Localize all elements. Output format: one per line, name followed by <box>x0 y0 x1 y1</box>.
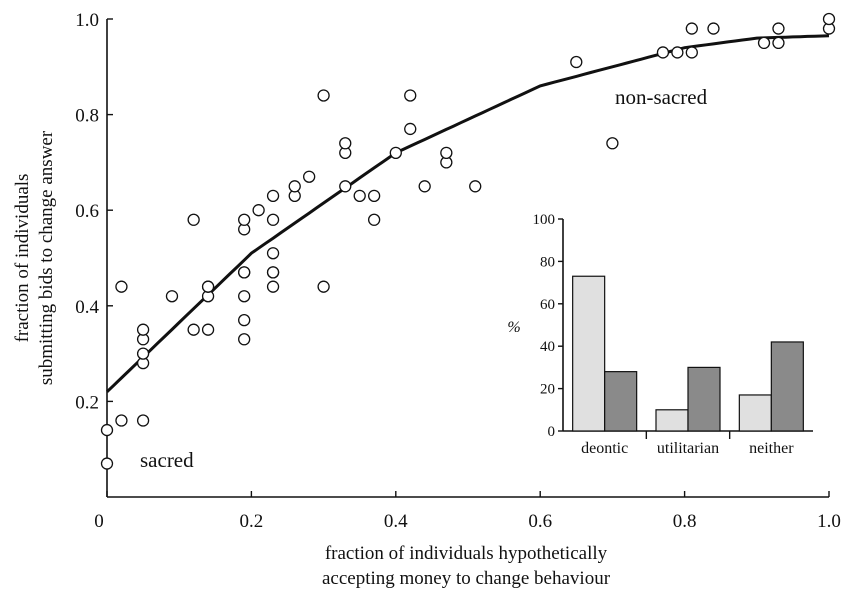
inset-bar-neither-1 <box>738 394 772 432</box>
data-point <box>772 36 785 50</box>
inset-bar-deontic-1 <box>572 275 606 432</box>
data-point <box>367 189 381 203</box>
data-point <box>100 423 114 437</box>
data-point <box>339 137 352 150</box>
data-point <box>353 189 366 203</box>
data-point <box>266 213 280 226</box>
inset-y-axis-label: % <box>507 319 520 336</box>
data-point <box>238 313 251 327</box>
inset-y-tick-label: 0 <box>548 424 556 440</box>
data-point <box>187 213 200 226</box>
y-tick-label: 0.6 <box>75 201 99 222</box>
data-point <box>136 347 150 360</box>
x-tick-label: 0.4 <box>384 511 408 532</box>
inset-category-label: utilitarian <box>657 440 719 457</box>
annotation-sacred: sacred <box>140 448 194 472</box>
annotation-non-sacred: non-sacred <box>615 85 708 109</box>
inset-y-tick-label: 80 <box>540 254 555 270</box>
data-point <box>671 46 684 59</box>
inset-bar-utilitarian-2 <box>687 366 721 432</box>
data-point <box>201 280 215 293</box>
data-point <box>685 46 698 59</box>
data-point <box>685 22 698 35</box>
data-point <box>822 12 836 26</box>
data-point <box>201 323 215 336</box>
inset-y-tick-label: 40 <box>540 339 555 355</box>
data-point <box>252 204 265 217</box>
x-axis-title-line2: accepting money to change behaviour <box>322 568 611 589</box>
x-axis-title-line1: fraction of individuals hypothetically <box>325 543 608 564</box>
x-tick-label: 0 <box>94 511 104 532</box>
data-point <box>115 414 128 427</box>
inset-y-tick-label: 20 <box>540 382 555 398</box>
data-point <box>187 323 200 336</box>
data-point <box>266 247 280 260</box>
data-point <box>136 414 150 427</box>
y-tick-label: 0.2 <box>75 392 99 413</box>
data-point <box>317 280 330 293</box>
scatter-points <box>100 12 836 470</box>
data-point <box>469 180 482 193</box>
data-point <box>440 146 453 159</box>
x-tick-label: 1.0 <box>817 511 841 532</box>
y-tick-label: 0.4 <box>75 297 99 318</box>
data-point <box>656 46 670 59</box>
data-point <box>115 280 128 293</box>
main-axes: 0 0.2 0.4 0.6 0.8 1.0 0.2 0.4 0.6 0.8 1.0 <box>75 10 841 532</box>
inset-category-label: neither <box>749 440 794 457</box>
data-point <box>367 213 381 226</box>
fit-curve-group <box>105 34 830 393</box>
inset-bar-neither-2 <box>770 341 804 432</box>
data-point <box>266 280 280 293</box>
y-axis-title-line2: submitting bids to change answer <box>36 130 57 385</box>
inset-bar-utilitarian-1 <box>655 409 689 432</box>
inset-bar-deontic-2 <box>604 371 638 432</box>
data-point <box>100 457 114 470</box>
data-point <box>404 122 417 136</box>
data-point <box>339 180 352 193</box>
data-point <box>165 290 179 303</box>
inset-category-label: deontic <box>581 440 628 457</box>
data-point <box>707 22 720 35</box>
data-point <box>238 333 251 346</box>
data-point <box>757 36 771 50</box>
y-tick-label: 0.8 <box>75 106 99 127</box>
data-point <box>606 137 619 150</box>
data-point <box>288 180 301 193</box>
data-point <box>317 89 330 102</box>
data-point <box>238 213 251 226</box>
data-point <box>772 22 785 35</box>
inset-bar-chart: 0 20 40 60 80 100 deontic utilitarian neither <box>533 212 813 457</box>
x-tick-label: 0.2 <box>240 511 264 532</box>
data-point <box>404 89 417 102</box>
data-point <box>418 180 431 193</box>
data-point <box>266 189 280 203</box>
data-point <box>389 146 402 159</box>
data-point <box>266 266 280 279</box>
inset-y-tick-label: 100 <box>533 212 556 228</box>
data-point <box>303 170 316 183</box>
x-tick-label: 0.8 <box>673 511 697 532</box>
y-axis-title-line1: fraction of individuals <box>12 174 33 343</box>
inset-y-tick-label: 60 <box>540 297 555 313</box>
data-point <box>238 290 251 303</box>
x-tick-label: 0.6 <box>528 511 552 532</box>
fit-curve <box>105 34 830 393</box>
y-tick-label: 1.0 <box>75 10 99 31</box>
data-point <box>136 323 150 336</box>
data-point <box>570 55 583 69</box>
data-point <box>238 266 251 279</box>
